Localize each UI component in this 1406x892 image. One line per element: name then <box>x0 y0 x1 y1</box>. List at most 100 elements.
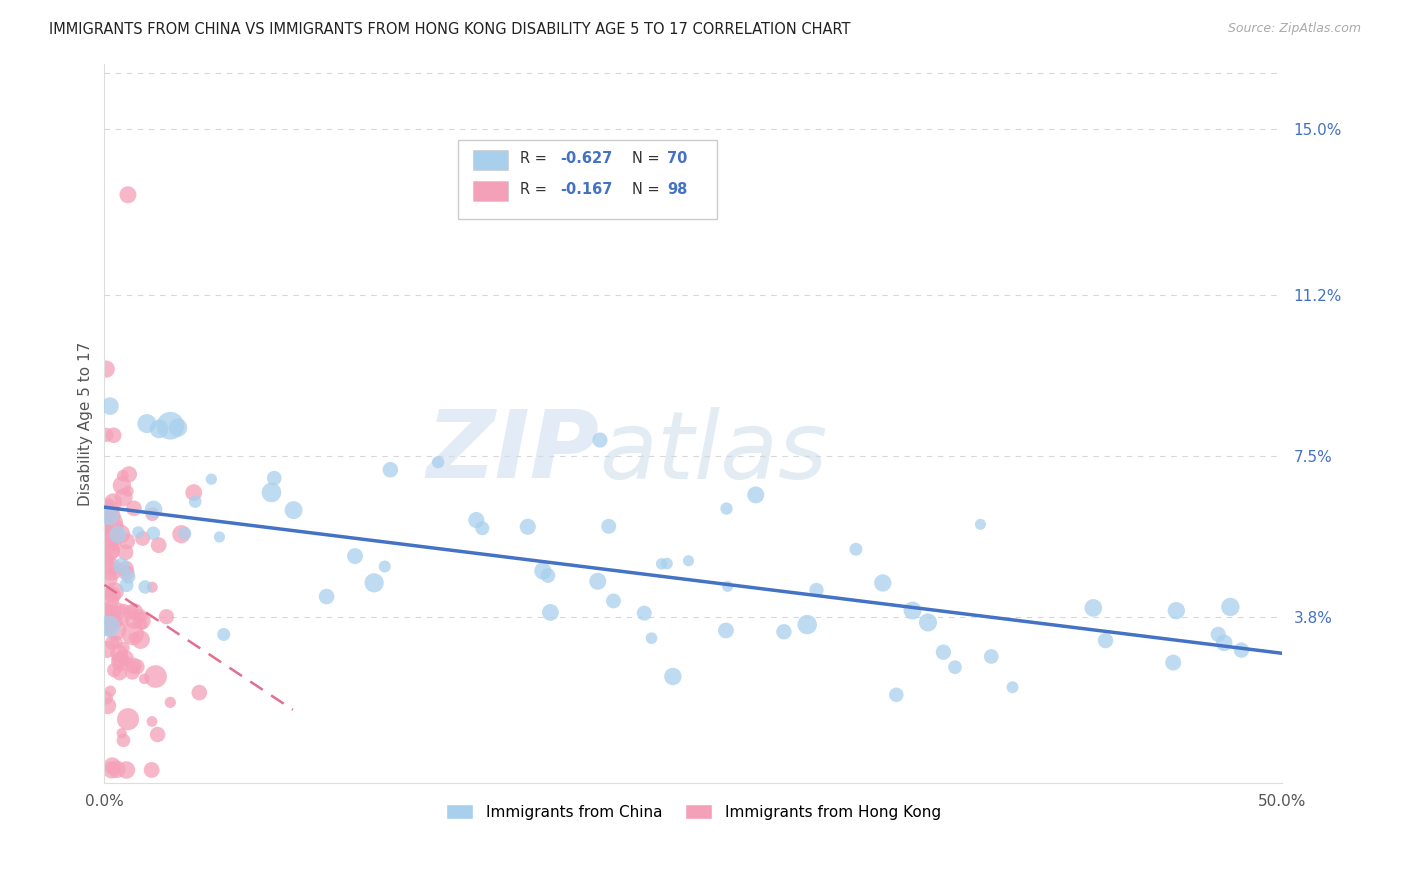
Y-axis label: Disability Age 5 to 17: Disability Age 5 to 17 <box>79 342 93 506</box>
FancyBboxPatch shape <box>472 151 509 170</box>
Point <box>97 496 120 510</box>
Point <box>96 586 118 600</box>
Point <box>117 712 139 726</box>
Point <box>806 582 828 597</box>
Point <box>100 562 122 576</box>
Point <box>110 655 132 669</box>
FancyBboxPatch shape <box>458 139 717 219</box>
Point <box>141 580 163 594</box>
Point <box>110 527 132 541</box>
Point <box>103 663 125 677</box>
Point <box>107 527 129 541</box>
Text: N =: N = <box>633 152 665 167</box>
Point <box>96 603 118 617</box>
Point <box>717 579 740 593</box>
Point <box>117 187 139 202</box>
Point <box>917 615 939 630</box>
Point <box>115 534 138 549</box>
Point <box>943 660 966 674</box>
Point <box>200 472 222 486</box>
Point <box>170 527 193 541</box>
Point <box>640 631 662 645</box>
Point <box>901 603 924 617</box>
Point <box>101 495 124 509</box>
Point <box>96 510 118 524</box>
Point <box>1161 656 1184 670</box>
Text: ZIP: ZIP <box>426 407 599 499</box>
Text: 98: 98 <box>668 182 688 197</box>
Point <box>716 501 738 516</box>
Point <box>101 759 124 773</box>
Point <box>115 763 138 777</box>
Point <box>96 619 118 633</box>
Point <box>121 627 143 641</box>
Point <box>1219 599 1241 614</box>
Point <box>344 549 367 563</box>
Point <box>117 570 139 584</box>
Point <box>105 604 128 618</box>
Point <box>155 609 177 624</box>
FancyBboxPatch shape <box>472 180 509 201</box>
Point <box>98 399 121 413</box>
Point <box>96 362 118 376</box>
Point <box>662 669 685 683</box>
Point <box>208 530 231 544</box>
Point <box>183 485 205 500</box>
Point <box>108 647 131 661</box>
Point <box>103 537 125 551</box>
Point <box>145 669 167 683</box>
Point <box>602 594 624 608</box>
Point <box>159 695 181 709</box>
Point <box>100 763 122 777</box>
Point <box>531 564 554 578</box>
Point <box>363 575 385 590</box>
Point <box>586 574 609 589</box>
Point <box>124 605 146 619</box>
Point <box>129 609 152 624</box>
Point <box>135 417 157 431</box>
Point <box>117 484 139 499</box>
Point <box>141 763 163 777</box>
Point <box>107 519 129 533</box>
Point <box>111 478 134 492</box>
Point <box>1001 680 1024 694</box>
Point <box>101 588 124 602</box>
Point <box>537 568 560 582</box>
Point <box>100 516 122 530</box>
Point <box>114 545 136 559</box>
Text: -0.627: -0.627 <box>560 152 613 167</box>
Point <box>714 624 737 638</box>
Point <box>589 433 612 447</box>
Point <box>101 508 124 523</box>
Point <box>184 494 207 508</box>
Point <box>148 538 170 552</box>
Point <box>101 636 124 650</box>
Point <box>121 665 143 680</box>
Point <box>538 606 561 620</box>
Text: N =: N = <box>633 182 665 197</box>
Point <box>96 602 118 616</box>
Point <box>188 685 211 699</box>
Point <box>283 503 305 517</box>
Point <box>120 605 142 619</box>
Text: R =: R = <box>520 152 551 167</box>
Point <box>131 617 153 632</box>
Point <box>114 651 136 665</box>
Point <box>96 428 118 442</box>
Point <box>122 631 145 645</box>
Point <box>745 488 768 502</box>
Point <box>97 543 120 558</box>
Point <box>122 658 145 673</box>
Point <box>97 572 120 586</box>
Point <box>173 526 195 541</box>
Point <box>122 501 145 516</box>
Point <box>105 762 128 776</box>
Point <box>146 727 169 741</box>
Point <box>97 527 120 541</box>
Text: atlas: atlas <box>599 407 827 498</box>
Point <box>1206 627 1229 641</box>
Point <box>471 521 494 535</box>
Text: R =: R = <box>520 182 551 197</box>
Point <box>108 666 131 681</box>
Point <box>115 566 138 580</box>
